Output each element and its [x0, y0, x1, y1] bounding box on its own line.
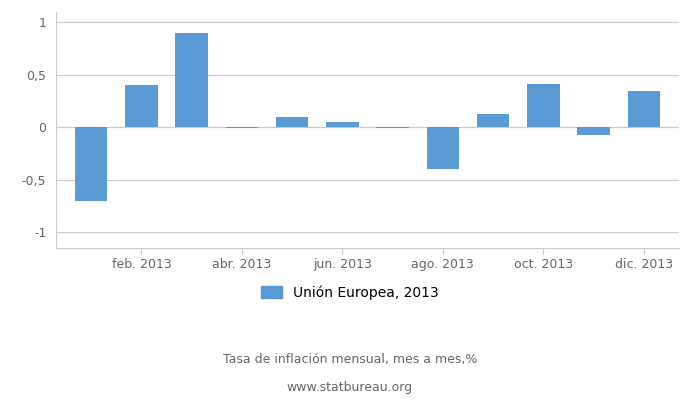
Bar	[75, 127, 108, 201]
Text: Tasa de inflación mensual, mes a mes,%: Tasa de inflación mensual, mes a mes,%	[223, 354, 477, 366]
Bar	[175, 33, 208, 127]
Bar	[326, 122, 358, 127]
Bar	[477, 114, 510, 127]
Bar	[377, 127, 409, 128]
Legend: Unión Europea, 2013: Unión Europea, 2013	[256, 280, 444, 305]
Bar	[276, 117, 309, 127]
Bar	[125, 86, 158, 127]
Text: www.statbureau.org: www.statbureau.org	[287, 382, 413, 394]
Bar	[225, 127, 258, 128]
Bar	[527, 84, 560, 127]
Bar	[627, 91, 660, 127]
Bar	[426, 127, 459, 169]
Bar	[578, 127, 610, 135]
